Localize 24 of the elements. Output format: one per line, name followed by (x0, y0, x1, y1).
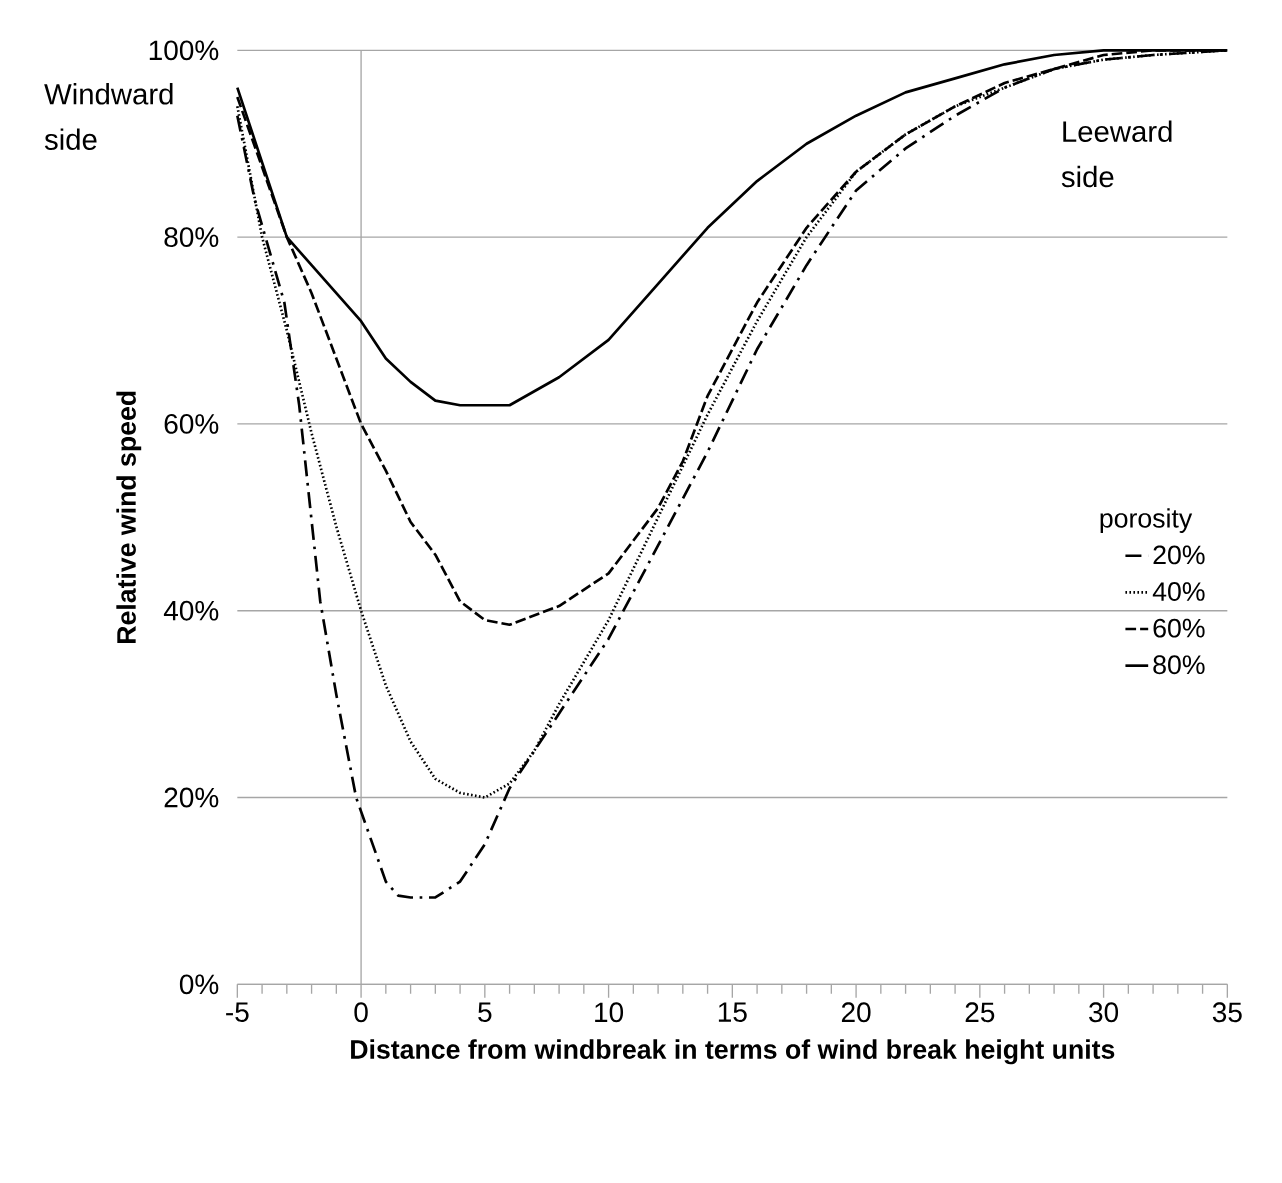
legend-label: 20% (1153, 545, 1205, 565)
y-axis-title: Relative wind speed (116, 391, 142, 643)
x-tick-label: 10 (595, 1002, 624, 1023)
x-tick-label: -5 (226, 1002, 249, 1022)
annotation: Leeward side (1061, 120, 1172, 188)
y-tick-label: 60% (164, 414, 219, 434)
x-axis-title: Distance from windbreak in terms of wind break height units (351, 1039, 1115, 1065)
x-tick-label: 0 (354, 1002, 368, 1023)
x-tick-label: 35 (1212, 1002, 1242, 1023)
legend-title: porosity (1100, 508, 1193, 534)
x-tick-label: 25 (965, 1002, 995, 1023)
y-tick-label: 100% (149, 40, 219, 61)
x-tick-label: 30 (1089, 1002, 1119, 1023)
x-tick-label: 20 (841, 1002, 871, 1023)
legend-label: 40% (1152, 582, 1205, 601)
x-tick-label: 15 (718, 1002, 747, 1022)
y-tick-label: 40% (163, 600, 219, 621)
y-tick-label: 20% (164, 787, 219, 808)
legend-label: 60% (1153, 618, 1205, 638)
y-tick-label: 0% (179, 974, 219, 995)
legend-label: 80% (1153, 655, 1205, 675)
x-tick-label: 5 (478, 1002, 492, 1022)
y-tick-label: 80% (164, 227, 219, 248)
text: Windward side (44, 83, 173, 150)
